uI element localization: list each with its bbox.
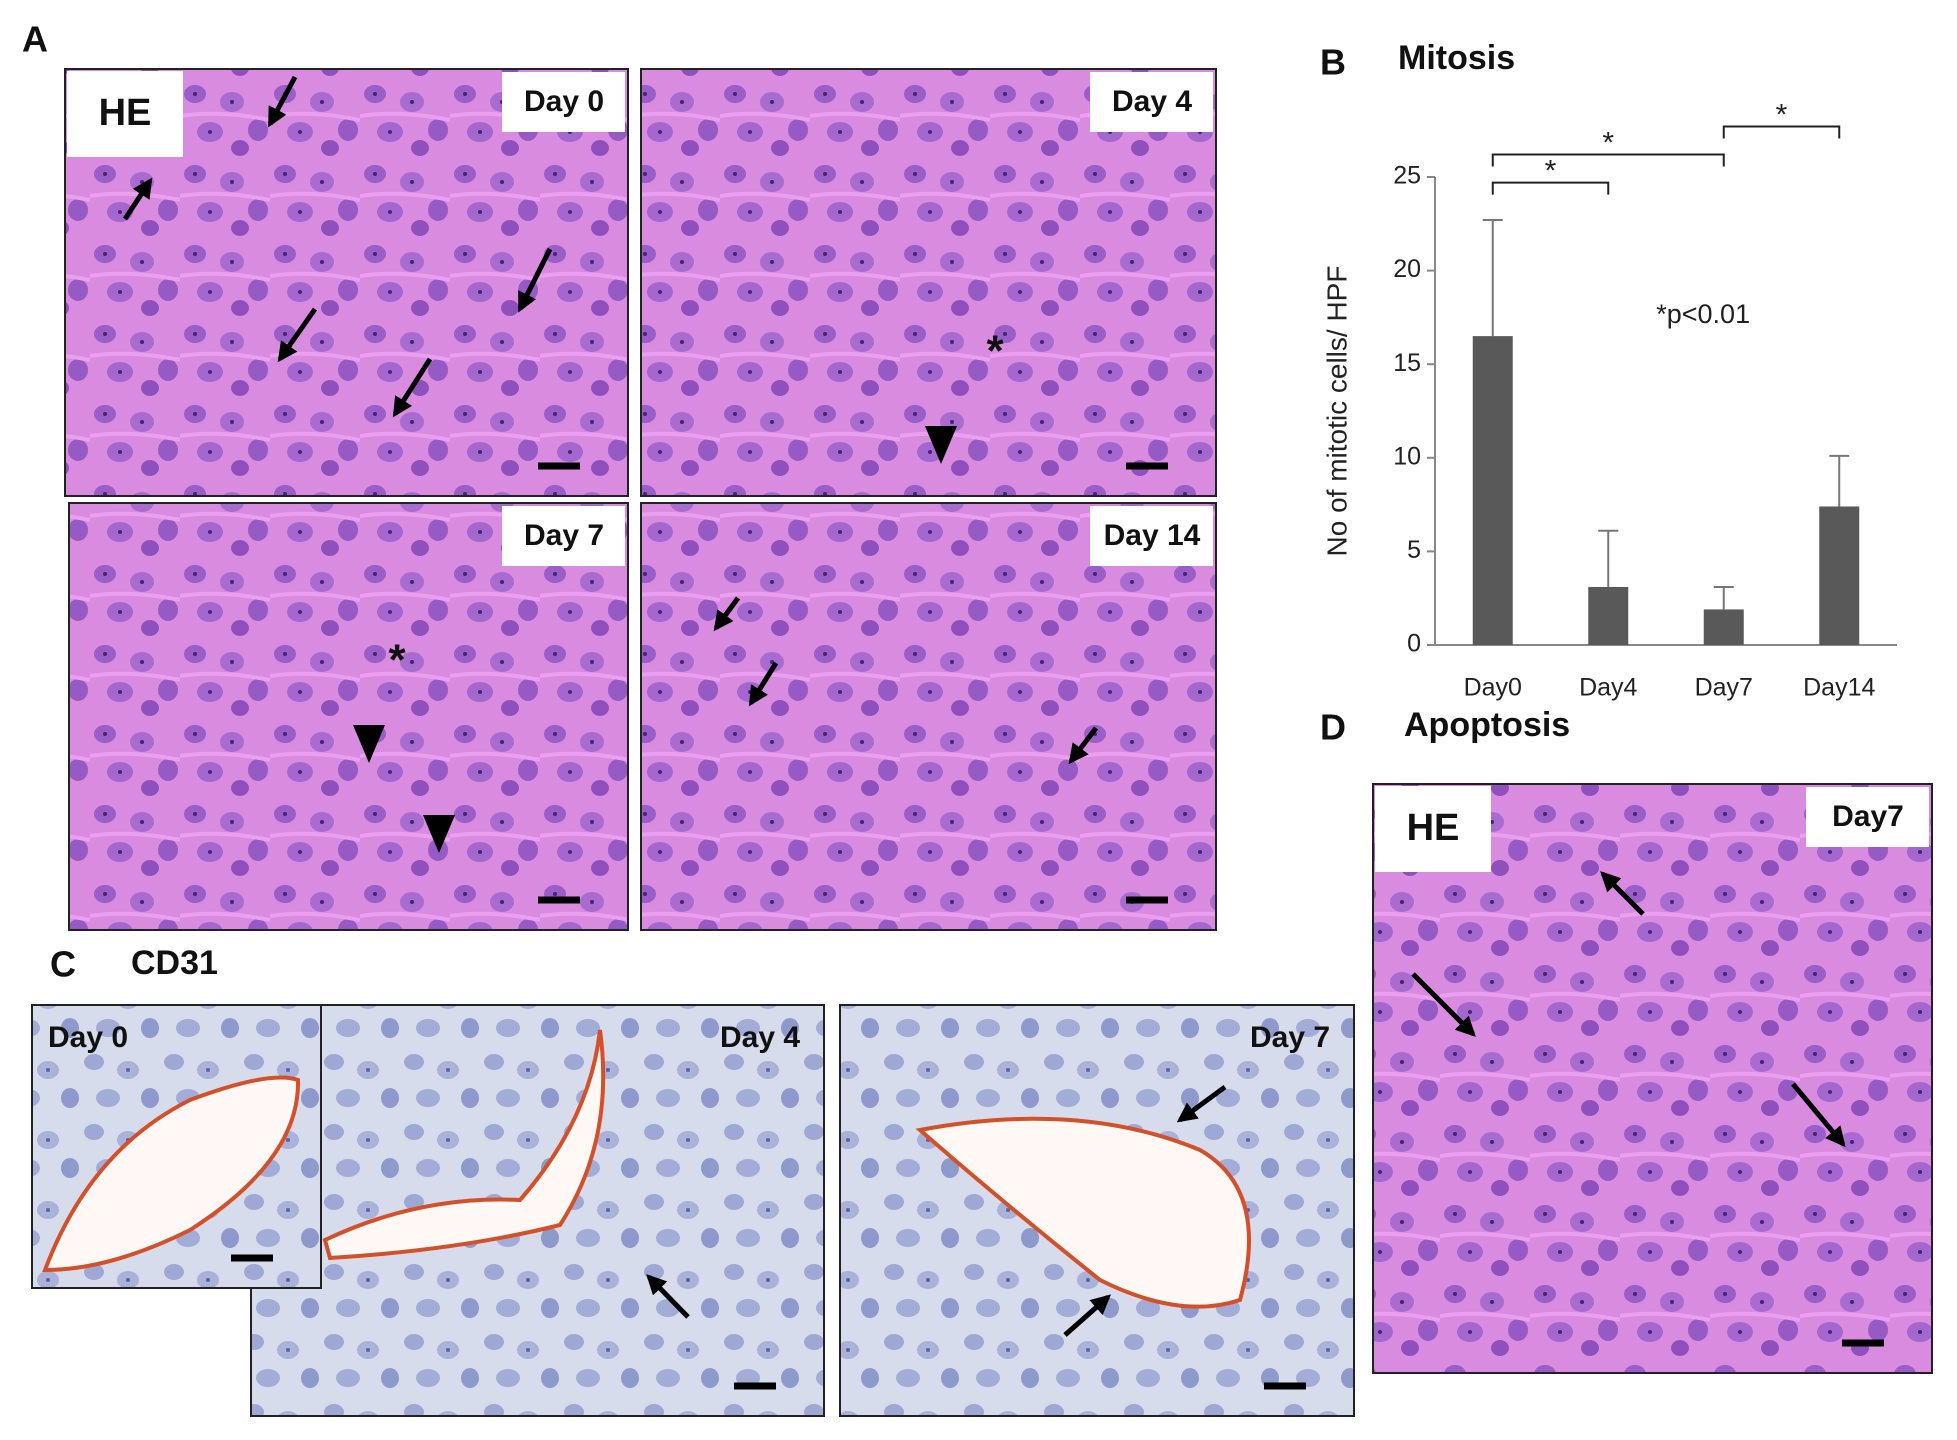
label-box — [1090, 72, 1213, 132]
y-axis-label: No of mitotic cells/ HPF — [1321, 266, 1352, 557]
day-label: Day 4 — [720, 1021, 800, 1054]
bar — [1703, 609, 1744, 645]
x-tick-label: Day14 — [1803, 674, 1875, 702]
panel-label: B — [1320, 42, 1346, 83]
vessel — [42, 1075, 301, 1273]
bar — [1472, 336, 1513, 645]
significance-bracket — [1491, 181, 1610, 195]
stain-label: HE — [1407, 807, 1460, 849]
mitosis-chart: B Mitosis No of mitotic cells/ HPF 0 5 10 15 20… — [1320, 39, 1897, 702]
label-box — [1375, 786, 1491, 872]
arrowhead — [423, 815, 455, 853]
significance-bracket — [1491, 153, 1725, 167]
arrow — [748, 661, 779, 707]
day-label: Day 0 — [48, 1021, 128, 1054]
chart-title: Mitosis — [1398, 39, 1515, 77]
panel-title: Apoptosis — [1404, 706, 1570, 744]
arrow — [713, 596, 741, 632]
label-box — [502, 506, 625, 566]
significance-bracket — [1722, 125, 1841, 139]
day-label: Day 7 — [524, 519, 604, 552]
arrow — [392, 357, 433, 418]
vessel — [915, 1116, 1251, 1309]
y-tick-label: 5 — [1407, 536, 1421, 564]
day-label: Day7 — [1832, 800, 1904, 833]
arrowhead — [353, 725, 385, 763]
arrowhead — [925, 426, 957, 464]
micrograph: HE Day7 — [1372, 783, 1933, 1374]
y-tick-label: 15 — [1393, 349, 1421, 377]
vessel — [322, 1029, 606, 1261]
asterisk: * — [388, 636, 406, 685]
micrograph: Day 4 * — [640, 68, 1217, 497]
panel-title: CD31 — [131, 944, 218, 982]
arrow — [277, 307, 318, 363]
arrow — [1068, 726, 1098, 765]
image — [1372, 783, 1933, 1374]
image — [640, 502, 1217, 931]
y-tick-label: 20 — [1393, 255, 1421, 283]
arrow — [1791, 1082, 1846, 1148]
label-box — [1806, 787, 1929, 847]
micrograph: Day 4 — [250, 1004, 825, 1417]
bar — [1588, 586, 1629, 645]
significance-label: * — [1776, 98, 1788, 131]
panel-label: D — [1320, 707, 1346, 748]
significance-label: * — [1602, 126, 1614, 159]
micrograph: Day 14 — [640, 502, 1217, 931]
panel-label: A — [22, 19, 48, 60]
arrow — [517, 247, 553, 313]
label-box — [502, 72, 625, 132]
image — [68, 502, 629, 931]
arrow — [1411, 972, 1476, 1037]
x-tick-label: Day7 — [1695, 674, 1753, 702]
day-label: Day 0 — [524, 85, 604, 118]
micrograph: Day 0 — [31, 1004, 322, 1289]
y-tick-label: 25 — [1393, 162, 1421, 190]
arrow — [1600, 871, 1645, 916]
arrow — [646, 1274, 690, 1319]
label-box — [1090, 506, 1213, 566]
micrograph: Day 7 — [839, 1004, 1355, 1417]
micrograph: Day 7 * — [68, 502, 629, 931]
panel-label: C — [50, 944, 76, 985]
y-tick-label: 10 — [1393, 442, 1421, 470]
annotation: *p<0.01 — [1656, 299, 1750, 329]
arrow — [122, 177, 153, 221]
bar — [1819, 506, 1860, 645]
image — [640, 68, 1217, 497]
x-tick-label: Day0 — [1464, 674, 1522, 702]
micrograph: HE Day 0 — [64, 68, 629, 497]
y-tick-label: 0 — [1407, 630, 1421, 658]
day-label: Day 4 — [1112, 85, 1192, 118]
label-box — [67, 71, 183, 157]
arrow — [267, 75, 298, 128]
arrow — [1063, 1294, 1111, 1337]
significance-label: * — [1545, 155, 1557, 188]
x-tick-label: Day4 — [1579, 674, 1637, 702]
asterisk: * — [986, 327, 1004, 376]
day-label: Day 7 — [1250, 1021, 1330, 1054]
stain-label: HE — [99, 92, 152, 134]
day-label: Day 14 — [1104, 519, 1201, 552]
arrow — [1176, 1084, 1227, 1123]
